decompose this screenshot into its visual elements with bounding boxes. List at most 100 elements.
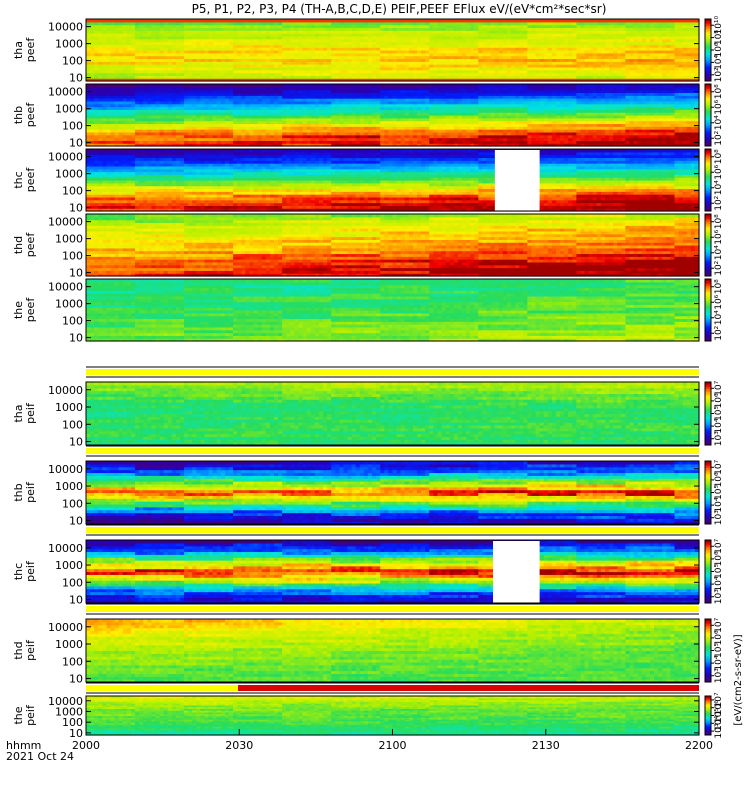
cbar-tick-label-thb-peef-1: 10⁴ (714, 115, 724, 130)
heatmap-the-peef (86, 279, 700, 342)
cbar-tick-label-the-peef-2: 10⁶ (714, 294, 724, 309)
cbar-tick-label-the-peef-3: 10⁸ (714, 279, 724, 294)
data-gap-thc-peif (493, 541, 540, 603)
y-tick-label-thb-peef-1000: 1000 (55, 103, 83, 116)
y-tick-label-tha-peif-1000: 1000 (55, 401, 83, 414)
y-tick-label-the-peif-10000: 10000 (48, 695, 83, 708)
y-tick-label-thd-peif-100: 100 (62, 655, 83, 668)
cbar-tick-label-thd-peef-0: 10² (714, 260, 724, 275)
y-tick-label-tha-peef-10: 10 (69, 72, 83, 85)
data-gap-thc-peef (495, 150, 540, 211)
cbar-tick-label-tha-peif-4: 10⁷ (714, 380, 724, 395)
panel-label-thb-peef-1: peef (24, 102, 37, 128)
y-tick-label-thb-peef-10000: 10000 (48, 86, 83, 99)
y-tick-label-thb-peef-100: 100 (62, 120, 83, 133)
x-tick-label-2130: 2130 (532, 739, 560, 752)
heatmap-thd-peef (86, 214, 700, 277)
strip-the-segment-0 (86, 685, 238, 691)
strip-thd (86, 604, 699, 614)
y-tick-label-thd-peef-10: 10 (69, 267, 83, 280)
y-tick-label-tha-peif-100: 100 (62, 418, 83, 431)
strip-thb-segment-0 (86, 448, 699, 454)
cbar-tick-label-thd-peif-4: 10⁷ (714, 617, 724, 632)
panel-label-tha-peef-1: peef (24, 37, 37, 63)
panel-label-thd-peif-1: peif (24, 639, 37, 661)
colorbar-units-label: [eV/(cm2-s-sr-eV)] (733, 634, 744, 725)
cbar-tick-label-tha-peef-4: 10¹⁰ (714, 15, 724, 34)
y-tick-label-tha-peif-10: 10 (69, 436, 83, 449)
strip-tha (86, 367, 699, 377)
heatmap-tha-peif (86, 382, 700, 446)
y-tick-label-thb-peif-100: 100 (62, 497, 83, 510)
heatmap-tha-peef (86, 19, 700, 82)
panel-label-thd-peef-1: peef (24, 232, 37, 258)
cbar-tick-label-thc-peef-3: 10⁸ (714, 149, 724, 164)
panel-label-tha-peif-1: peif (24, 402, 37, 424)
spectrogram-figure: P5, P1, P2, P3, P4 (TH-A,B,C,D,E) PEIF,P… (0, 0, 750, 800)
x-tick-label-2000: 2000 (72, 739, 100, 752)
y-tick-label-the-peef-100: 100 (62, 315, 83, 328)
y-tick-label-thb-peif-10000: 10000 (48, 463, 83, 476)
y-tick-label-thc-peif-100: 100 (62, 576, 83, 589)
y-tick-label-the-peef-10: 10 (69, 332, 83, 345)
y-tick-label-thd-peif-10: 10 (69, 673, 83, 686)
y-tick-label-thb-peef-10: 10 (69, 137, 83, 150)
y-tick-label-thc-peif-10000: 10000 (48, 542, 83, 555)
panel-label-the-peef-1: peef (24, 297, 37, 323)
y-tick-label-thc-peef-10: 10 (69, 202, 83, 215)
y-tick-label-thb-peif-10: 10 (69, 515, 83, 528)
cbar-tick-label-thb-peef-3: 10⁸ (714, 84, 724, 99)
strip-thc (86, 525, 699, 535)
y-tick-label-thc-peef-1000: 1000 (55, 168, 83, 181)
strip-the (86, 683, 699, 693)
cbar-tick-label-thb-peef-2: 10⁶ (714, 99, 724, 114)
y-tick-label-tha-peef-1000: 1000 (55, 38, 83, 51)
cbar-tick-label-the-peif-4: 10⁷ (714, 692, 724, 707)
heatmap-thd-peif (86, 619, 700, 683)
heatmap-thb-peif (86, 461, 700, 525)
panel-label-thb-peif-1: peif (24, 481, 37, 503)
cbar-tick-label-thc-peef-2: 10⁶ (714, 164, 724, 179)
strip-tha-segment-0 (86, 369, 699, 375)
y-tick-label-thb-peif-1000: 1000 (55, 480, 83, 493)
y-tick-label-thd-peef-10000: 10000 (48, 216, 83, 229)
chart-title: P5, P1, P2, P3, P4 (TH-A,B,C,D,E) PEIF,P… (192, 2, 607, 16)
x-tick-label-2030: 2030 (225, 739, 253, 752)
cbar-tick-label-thd-peef-2: 10⁶ (714, 229, 724, 244)
x-axis-label-date: 2021 Oct 24 (6, 750, 74, 763)
cbar-tick-label-thd-peef-3: 10⁸ (714, 214, 724, 229)
y-tick-label-the-peef-1000: 1000 (55, 298, 83, 311)
y-tick-label-tha-peef-100: 100 (62, 55, 83, 68)
cbar-tick-label-thd-peef-1: 10⁴ (714, 245, 724, 260)
heatmap-thc-peif (86, 540, 700, 604)
y-tick-label-tha-peef-10000: 10000 (48, 21, 83, 34)
y-tick-label-thc-peif-1000: 1000 (55, 559, 83, 572)
y-tick-label-the-peef-10000: 10000 (48, 281, 83, 294)
panel-label-thc-peif-1: peif (24, 560, 37, 582)
cbar-tick-label-the-peef-1: 10⁴ (714, 310, 724, 325)
cbar-tick-label-thc-peef-0: 10² (714, 195, 724, 210)
cbar-tick-label-thc-peef-1: 10⁴ (714, 180, 724, 195)
strip-thd-segment-0 (86, 606, 699, 612)
cbar-tick-label-thb-peef-0: 10² (714, 130, 724, 145)
strip-the-segment-1 (238, 685, 699, 691)
panel-label-thc-peef-1: peef (24, 167, 37, 193)
strip-thc-segment-0 (86, 527, 699, 533)
